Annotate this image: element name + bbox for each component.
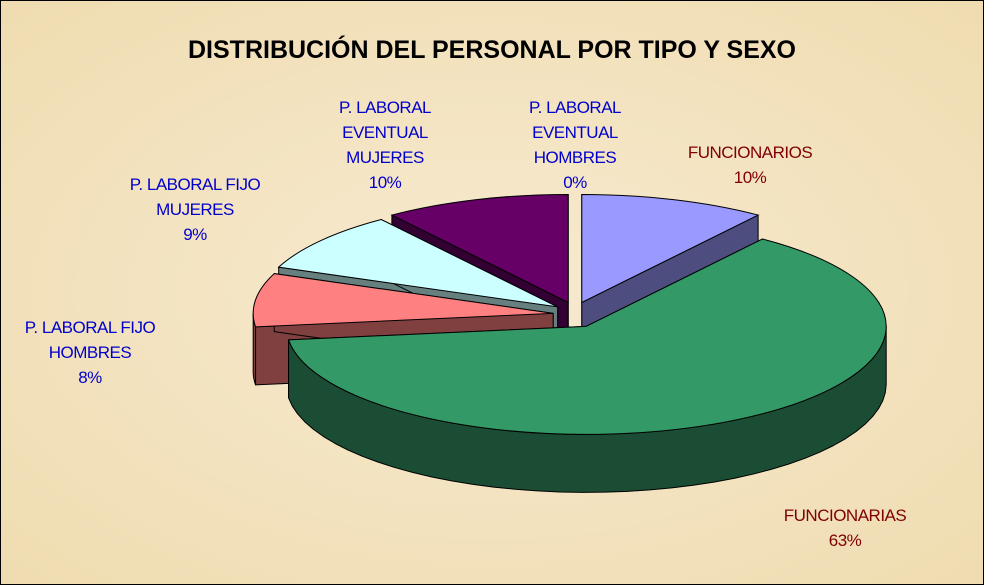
slice-label: FUNCIONARIOS 10%	[665, 140, 835, 190]
slice	[581, 193, 760, 304]
slice-label: P. LABORAL FIJO MUJERES 9%	[90, 172, 300, 247]
slice-label: P. LABORAL EVENTUAL HOMBRES 0%	[500, 95, 650, 195]
value-label: 10%	[368, 173, 402, 192]
chart-title: DISTRIBUCIÓN DEL PERSONAL POR TIPO Y SEX…	[188, 36, 796, 64]
category-label: P. LABORAL FIJO HOMBRES	[24, 318, 156, 362]
slice-label: P. LABORAL EVENTUAL MUJERES 10%	[310, 95, 460, 195]
value-label: 9%	[183, 225, 207, 244]
category-label: P. LABORAL FIJO MUJERES	[129, 175, 261, 219]
value-label: 63%	[828, 531, 862, 550]
category-label: FUNCIONARIOS	[687, 143, 813, 162]
category-label: P. LABORAL EVENTUAL HOMBRES	[528, 98, 622, 167]
value-label: 8%	[78, 368, 102, 387]
slice	[390, 193, 569, 304]
slice-label: FUNCIONARIAS 63%	[760, 503, 930, 553]
category-label: P. LABORAL EVENTUAL MUJERES	[338, 98, 432, 167]
slice	[287, 238, 887, 435]
slice-label: P. LABORAL FIJO HOMBRES 8%	[3, 315, 178, 390]
value-label: 10%	[733, 168, 767, 187]
value-label: 0%	[563, 173, 587, 192]
category-label: FUNCIONARIAS	[783, 506, 907, 525]
slice	[252, 273, 554, 328]
slice	[277, 219, 558, 308]
